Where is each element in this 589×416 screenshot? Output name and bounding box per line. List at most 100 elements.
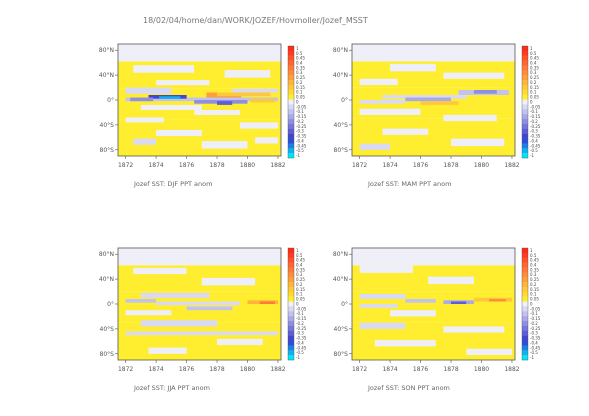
panel-1: 1872 1874 1876 1878 1880 1882 80°N 40°N 0° 40°S 80… [99, 43, 307, 188]
colorbar-swatch [288, 296, 294, 302]
colorbar-label: 0.3 [530, 70, 537, 75]
colorbar-swatch [288, 325, 294, 331]
heatmap-cell [352, 44, 515, 62]
panel-2: 1872 1874 1876 1878 1880 1882 80°N 40°N 0° 40°S 80… [333, 43, 541, 188]
y-tick-label: 80°S [334, 147, 349, 154]
x-tick-label: 1878 [209, 366, 224, 373]
y-tick-label: 0° [341, 301, 348, 308]
colorbar-swatch [522, 291, 528, 297]
colorbar-label: 0.45 [296, 56, 305, 61]
y-tick-label: 80°S [334, 351, 349, 358]
colorbar-label: -0.05 [296, 104, 307, 109]
heatmap-cell [352, 248, 515, 266]
colorbar-swatch [288, 355, 294, 361]
x-tick-label: 1880 [474, 366, 489, 373]
x-tick-label: 1876 [179, 366, 194, 373]
colorbar-label: -0.4 [530, 138, 538, 143]
x-tick-label: 1876 [413, 162, 428, 169]
colorbar-swatch [288, 60, 294, 66]
colorbar-label: 0.45 [530, 56, 539, 61]
heatmap-cell [374, 340, 436, 347]
colorbar-label: 0.15 [530, 85, 539, 90]
colorbar-label: -0.4 [296, 340, 304, 345]
colorbar-label: -0.15 [296, 316, 307, 321]
x-tick-label: 1882 [270, 162, 285, 169]
colorbar-label: -0.45 [296, 143, 307, 148]
x-tick-label: 1880 [240, 162, 255, 169]
heatmap-cell [382, 128, 429, 135]
colorbar-swatch [522, 70, 528, 76]
colorbar-swatch [288, 262, 294, 268]
colorbar-swatch [522, 355, 528, 361]
x-tick-label: 1878 [443, 162, 458, 169]
colorbar-label: -0.3 [296, 129, 304, 134]
x-tick-label: 1874 [382, 366, 397, 373]
x-tick-label: 1880 [240, 366, 255, 373]
colorbar-label: 0.4 [296, 263, 303, 268]
colorbar-swatch [522, 94, 528, 100]
y-tick-label: 40°S [334, 122, 349, 129]
colorbar-swatch [522, 89, 528, 95]
heatmap-cell [156, 301, 240, 306]
colorbar-swatch [288, 123, 294, 129]
colorbar-label: 0.3 [296, 70, 303, 75]
heatmap-field [352, 248, 515, 360]
x-tick-label: 1872 [118, 366, 133, 373]
heatmap-cell [130, 97, 154, 102]
colorbar-label: -0.05 [530, 104, 541, 109]
colorbar-swatch [288, 335, 294, 341]
heatmap-cell [390, 310, 436, 317]
colorbar-label: -0.35 [530, 336, 541, 341]
colorbar-swatch [522, 267, 528, 273]
colorbar-label: 0.35 [530, 65, 539, 70]
colorbar-label: 1 [296, 46, 299, 51]
heatmap-cell [352, 118, 515, 156]
colorbar-swatch [288, 89, 294, 95]
heatmap-cell [359, 143, 391, 150]
colorbar-label: -0.5 [530, 148, 538, 153]
colorbar-swatch [288, 99, 294, 105]
colorbar-label: -0.45 [530, 345, 541, 350]
colorbar-label: 0.35 [530, 267, 539, 272]
y-tick-label: 80°N [333, 47, 348, 54]
heatmap-field [118, 248, 281, 360]
colorbar-swatch [288, 138, 294, 144]
heatmap-cell [451, 138, 505, 147]
heatmap-cell [140, 292, 210, 298]
colorbar-label: 0 [296, 99, 299, 104]
colorbar-swatch [522, 46, 528, 52]
colorbar-label: -1 [296, 153, 300, 158]
colorbar-label: -0.05 [296, 306, 307, 311]
colorbar-swatch [288, 330, 294, 336]
colorbar-label: -0.3 [530, 129, 538, 134]
colorbar-label: 0 [296, 301, 299, 306]
heatmap-cell [118, 248, 281, 266]
heatmap-cell [359, 108, 421, 115]
y-tick-label: 80°N [99, 47, 114, 54]
colorbar-swatch [288, 128, 294, 134]
colorbar-swatch [288, 153, 294, 159]
colorbar-swatch [522, 153, 528, 159]
colorbar-swatch [522, 345, 528, 351]
colorbar-label: -0.25 [296, 326, 307, 331]
colorbar-label: 0.5 [296, 51, 303, 56]
colorbar-swatch [288, 46, 294, 52]
colorbar-swatch [522, 133, 528, 139]
colorbar-swatch [522, 128, 528, 134]
colorbar-label: 0.2 [296, 282, 303, 287]
heatmap-cell [156, 80, 210, 86]
colorbar-label: 0.15 [296, 85, 305, 90]
x-tick-label: 1882 [270, 366, 285, 373]
colorbar-swatch [522, 350, 528, 356]
colorbar-label: -0.15 [530, 114, 541, 119]
colorbar-swatch [522, 262, 528, 268]
colorbar-swatch [522, 335, 528, 341]
colorbar-swatch [522, 252, 528, 258]
x-tick-label: 1872 [352, 366, 367, 373]
y-tick-label: 40°N [99, 72, 114, 79]
heatmap-cell [217, 101, 233, 105]
colorbar-swatch [288, 55, 294, 61]
heatmap-cell [118, 44, 281, 62]
colorbar-label: -0.2 [530, 321, 538, 326]
heatmap-cell [359, 265, 413, 273]
